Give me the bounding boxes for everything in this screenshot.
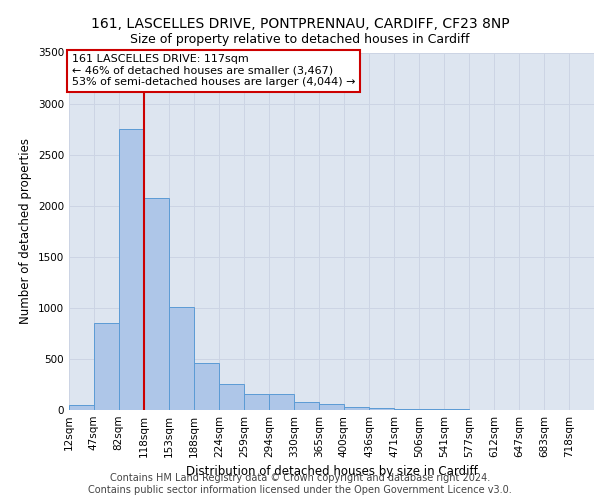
Text: Size of property relative to detached houses in Cardiff: Size of property relative to detached ho… bbox=[130, 32, 470, 46]
Bar bbox=[370, 408, 394, 410]
Text: Contains HM Land Registry data © Crown copyright and database right 2024.
Contai: Contains HM Land Registry data © Crown c… bbox=[88, 474, 512, 495]
Y-axis label: Number of detached properties: Number of detached properties bbox=[19, 138, 32, 324]
Bar bbox=[119, 129, 144, 410]
Bar bbox=[69, 405, 94, 410]
Bar bbox=[194, 363, 219, 410]
Text: 161, LASCELLES DRIVE, PONTPRENNAU, CARDIFF, CF23 8NP: 161, LASCELLES DRIVE, PONTPRENNAU, CARDI… bbox=[91, 18, 509, 32]
Bar bbox=[244, 394, 269, 410]
Bar bbox=[344, 407, 370, 410]
Bar bbox=[394, 409, 419, 410]
X-axis label: Distribution of detached houses by size in Cardiff: Distribution of detached houses by size … bbox=[185, 466, 478, 478]
Bar bbox=[269, 394, 295, 410]
Bar bbox=[319, 404, 344, 410]
Bar bbox=[144, 198, 169, 410]
Bar bbox=[169, 307, 194, 410]
Bar bbox=[295, 402, 319, 410]
Bar bbox=[94, 323, 119, 410]
Bar bbox=[219, 384, 244, 410]
Text: 161 LASCELLES DRIVE: 117sqm
← 46% of detached houses are smaller (3,467)
53% of : 161 LASCELLES DRIVE: 117sqm ← 46% of det… bbox=[71, 54, 355, 88]
